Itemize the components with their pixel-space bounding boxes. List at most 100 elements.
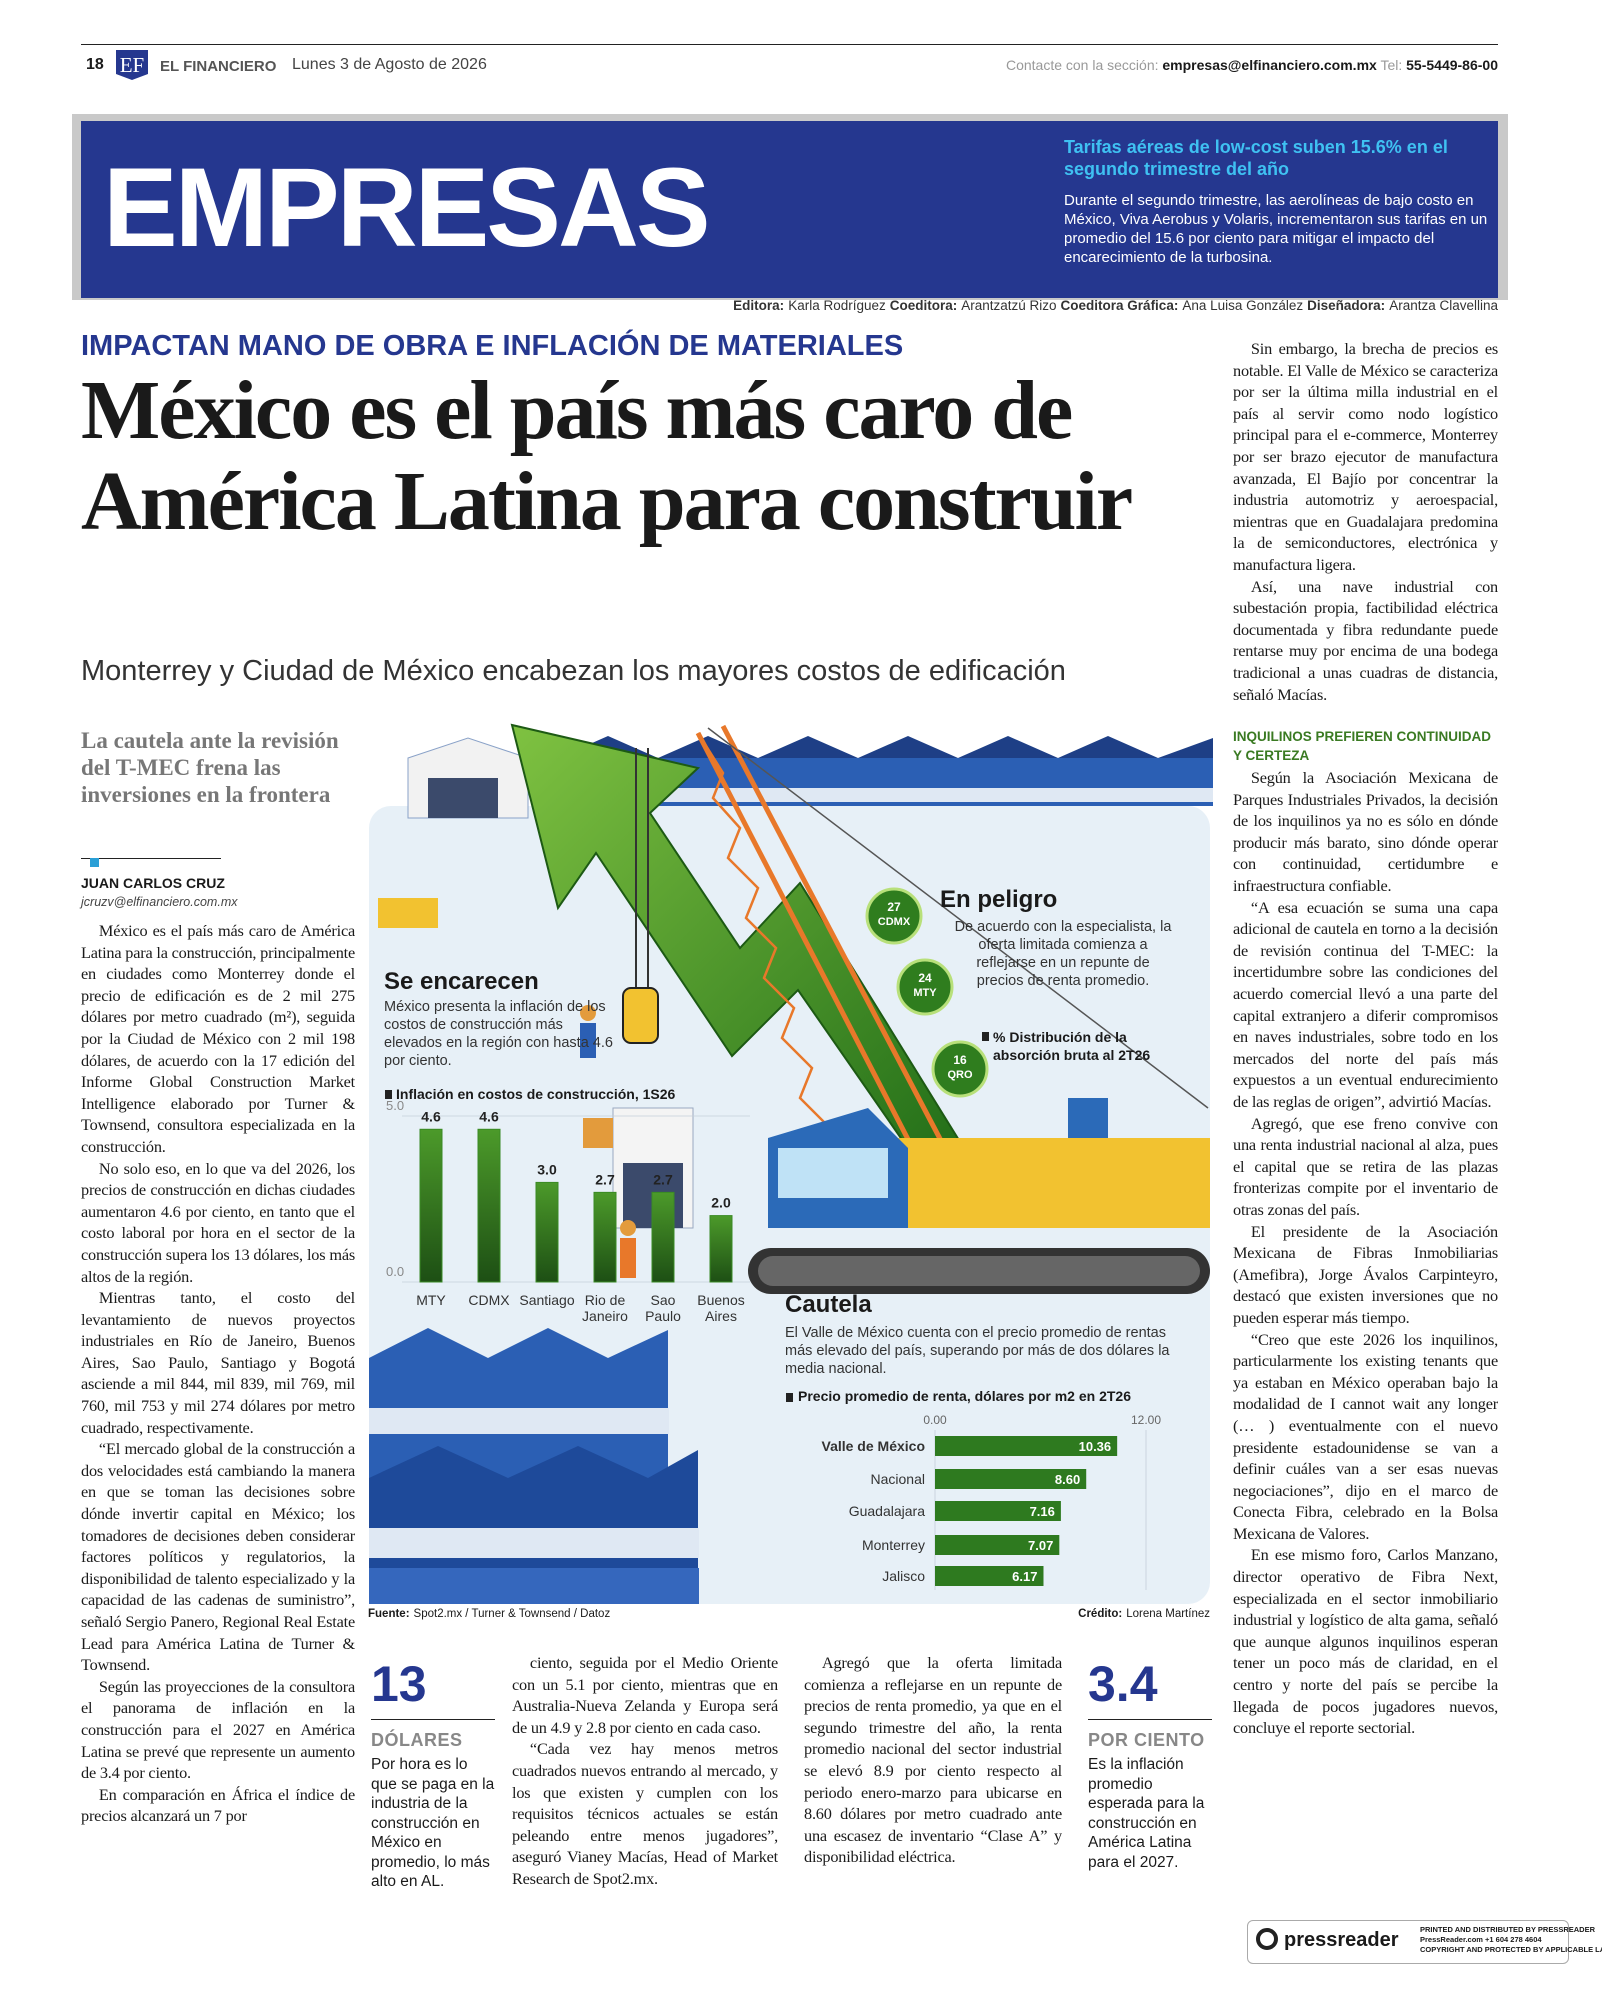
paper-name: EL FINANCIERO <box>160 58 277 75</box>
value-label: 4.6 <box>479 1108 499 1124</box>
paragraph: “Creo que este 2026 los inquilinos, part… <box>1233 1329 1498 1543</box>
paragraph: En ese mismo foro, Carlos Manzano, direc… <box>1233 1545 1498 1738</box>
pressreader-notes: PRINTED AND DISTRIBUTED BY PRESSREADER Pr… <box>1420 1925 1602 1955</box>
credit-role: Coeditora: <box>889 298 958 313</box>
paragraph: En comparación en África el índice de pr… <box>81 1784 355 1826</box>
stat-unit: DÓLARES <box>371 1730 463 1750</box>
bar <box>935 1535 1060 1555</box>
author-rule <box>81 858 221 859</box>
credit-name: Arantzatzú Rizo <box>961 298 1057 313</box>
author: JUAN CARLOS CRUZ <box>81 875 225 891</box>
warehouses-top <box>407 736 1213 819</box>
y-category-label: Monterrey <box>862 1537 925 1553</box>
paragraph: “Cada vez hay menos metros cuadrados nue… <box>512 1739 778 1888</box>
chart-title-marker <box>786 1393 793 1402</box>
x-tick-label: Rio de Janeiro <box>582 1292 628 1324</box>
paragraph: ciento, seguida por el Medio Oriente con… <box>512 1653 778 1737</box>
kicker: IMPACTAN MANO DE OBRA E INFLACIÓN DE MAT… <box>81 330 904 362</box>
credit-name: Karla Rodríguez <box>788 298 886 313</box>
credit-name: Ana Luisa González <box>1182 298 1304 313</box>
banner: EMPRESAS Tarifas aéreas de low-cost sube… <box>81 121 1498 298</box>
footer-line: PressReader.com +1 604 278 4604 <box>1420 1935 1542 1944</box>
teaser-text: Durante el segundo trimestre, las aerolí… <box>1064 192 1488 266</box>
stat-text: Es la inflación promedio esperada para l… <box>1088 1756 1205 1871</box>
paragraph: Según las proyecciones de la consultora … <box>81 1676 355 1783</box>
y-category-label: Valle de México <box>822 1438 926 1454</box>
share-value: 24 <box>918 971 932 985</box>
bar <box>419 1128 443 1283</box>
crane <box>635 724 1209 1180</box>
author-marker <box>90 858 99 867</box>
credit-label: Crédito: <box>1078 1608 1123 1620</box>
share-circle <box>865 887 923 945</box>
value-label: 2.7 <box>595 1171 615 1187</box>
headline: México es el país más caro de América La… <box>81 364 1133 548</box>
value-label: 10.36 <box>1079 1439 1112 1454</box>
email: empresas@elfinanciero.com.mx <box>1162 57 1377 73</box>
chart-title: Precio promedio de renta, dólares por m2… <box>798 1388 1131 1404</box>
contact-label: Contacte con la sección: <box>1005 57 1159 73</box>
y-category-label: Nacional <box>871 1471 925 1487</box>
section-title: Cautela <box>785 1291 872 1318</box>
x-tick-label: 12.00 <box>1131 1413 1161 1427</box>
paragraph: “El mercado global de la construcción a … <box>81 1439 355 1675</box>
stat-text: Por hora es lo que se paga en la industr… <box>371 1756 495 1890</box>
paragraph: Agregó, que ese freno convive con una re… <box>1233 1113 1498 1219</box>
author-email: jcruzv@elfinanciero.com.mx <box>81 895 238 909</box>
bar <box>593 1191 617 1283</box>
page-number: 18 <box>86 56 104 73</box>
share-value: 16 <box>953 1053 967 1067</box>
x-tick-label: MTY <box>416 1292 446 1308</box>
value-label: 7.16 <box>1030 1504 1055 1519</box>
paragraph: “A esa ecuación se suma una capa adicion… <box>1233 897 1498 1111</box>
y-category-label: Guadalajara <box>849 1503 925 1519</box>
credit-role: Coeditora Gráfica: <box>1060 298 1179 313</box>
warehouses-bottom <box>369 1107 699 1604</box>
contact: Contacte con la sección: empresas@elfina… <box>1006 57 1498 73</box>
chart-title-marker <box>385 1090 392 1099</box>
chart-title: Inflación en costos de construcción, 1S2… <box>396 1086 676 1102</box>
share-label: MTY <box>913 987 937 999</box>
y-tick-label: 5.0 <box>386 1098 404 1113</box>
share-label: CDMX <box>878 916 911 928</box>
stat-number: 3.4 <box>1088 1656 1158 1712</box>
value-label: 6.17 <box>1012 1569 1037 1584</box>
y-category-label: Jalisco <box>882 1568 925 1584</box>
date: Lunes 3 de Agosto de 2026 <box>292 56 487 73</box>
subheading: INQUILINOS PREFIEREN CONTINUIDAD Y CERTE… <box>1233 729 1492 764</box>
subhead: Monterrey y Ciudad de México encabezan l… <box>81 655 1066 687</box>
credit-role: Diseñadora: <box>1307 298 1386 313</box>
value-label: 3.0 <box>537 1161 557 1177</box>
section-title: En peligro <box>940 886 1058 913</box>
workers <box>378 898 636 1278</box>
x-tick-label: 0.00 <box>923 1413 947 1427</box>
share-value: 27 <box>887 900 901 914</box>
paragraph: México es el país más caro de América La… <box>81 921 355 1156</box>
bar <box>477 1128 501 1283</box>
stat-unit: POR CIENTO <box>1088 1730 1205 1750</box>
x-tick-label: CDMX <box>468 1292 510 1308</box>
bar <box>535 1181 559 1283</box>
section-title: Se encarecen <box>384 968 539 995</box>
x-tick-label: Buenos Aires <box>697 1292 745 1324</box>
bar <box>935 1436 1118 1456</box>
paragraph: Según la Asociación Mexicana de Parques … <box>1233 768 1498 896</box>
bar <box>935 1566 1044 1586</box>
credit: Crédito: Lorena Martínez <box>1078 1608 1210 1620</box>
value-label: 2.7 <box>653 1171 673 1187</box>
value-label: 8.60 <box>1055 1472 1080 1487</box>
share-circle <box>896 958 954 1016</box>
pressreader-icon <box>1256 1928 1278 1950</box>
paragraph: Así, una nave industrial con subestación… <box>1233 576 1498 704</box>
credit-name: Arantza Clavellina <box>1389 298 1498 313</box>
body-col2: ciento, seguida por el Medio Oriente con… <box>512 1652 778 1917</box>
paragraph: El presidente de la Asociación Mexicana … <box>1233 1221 1498 1327</box>
x-tick-label: Sao Paulo <box>645 1292 681 1324</box>
stat-box: 3.4 POR CIENTO Es la inflación promedio es… <box>1088 1655 1212 1872</box>
source: Fuente: Spot2.mx / Turner & Townsend / Da… <box>368 1608 610 1620</box>
body-left: México es el país más caro de América La… <box>81 920 355 1915</box>
footer-line: PRINTED AND DISTRIBUTED BY PRESSREADER <box>1420 1925 1596 1934</box>
credits: Editora: Karla Rodríguez Coeditora: Arantza… <box>729 298 1498 313</box>
y-tick-label: 0.0 <box>386 1264 404 1279</box>
